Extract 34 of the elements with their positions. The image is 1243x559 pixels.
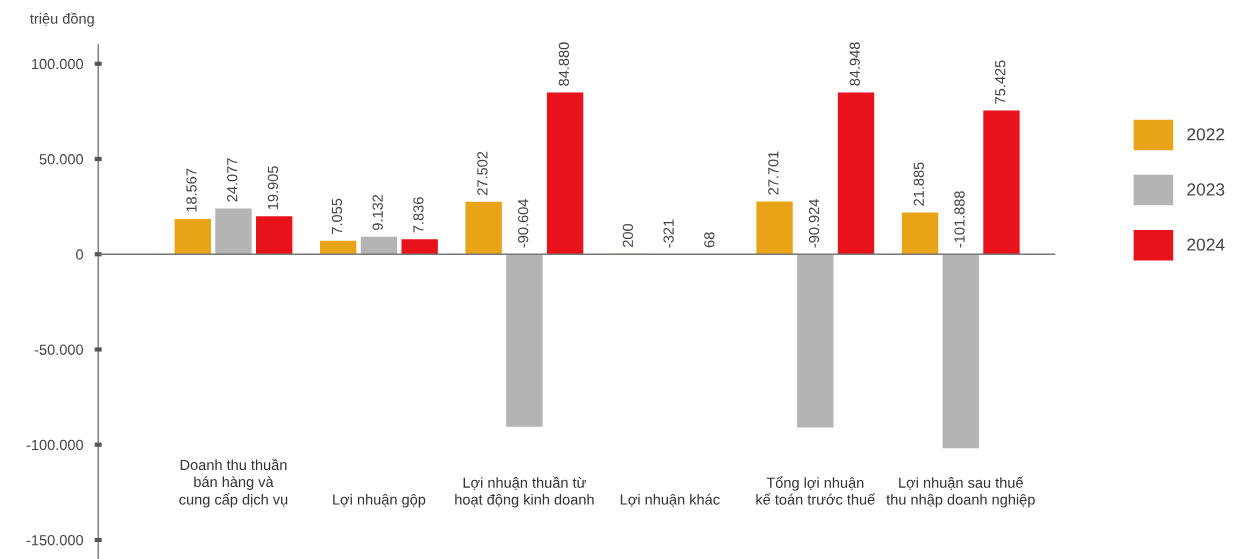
data-label: -90.924 [808, 199, 820, 248]
y-axis-title: triệu đồng [30, 12, 94, 27]
data-label: 84.880 [558, 42, 570, 86]
data-label: 21.885 [913, 162, 924, 206]
data-label: 84.948 [849, 42, 860, 86]
data-label: 68 [704, 232, 715, 248]
data-label: -321 [663, 219, 674, 248]
data-label: 200 [622, 223, 634, 247]
data-label: 24.077 [227, 158, 238, 202]
y-tick-label: -100.000 [26, 439, 84, 451]
data-label: 18.567 [186, 168, 197, 212]
data-label: 27.502 [477, 151, 488, 195]
x-tick-label: Tổng lợi nhuận kế toán trước thuế [756, 476, 876, 505]
data-label: 9.132 [372, 194, 383, 230]
y-tick-label: 50.000 [39, 154, 84, 165]
data-label: 75.425 [995, 60, 1006, 104]
data-label: 7.836 [413, 197, 424, 233]
legend-label: 2024 [1187, 238, 1225, 251]
y-tick-label: 100.000 [32, 58, 84, 70]
data-label: -90.604 [517, 199, 529, 248]
x-tick-label: Lợi nhuận thuần từ hoạt động kinh doanh [455, 476, 594, 508]
data-label: 7.055 [331, 198, 343, 234]
legend-label: 2022 [1187, 128, 1225, 141]
y-tick-label: -150.000 [26, 535, 84, 546]
x-tick-label: Doanh thu thuần bán hàng và cung cấp dịch vụ [179, 458, 288, 508]
data-label: 19.905 [267, 166, 279, 210]
x-tick-label: Lợi nhuận gộp [333, 493, 426, 508]
y-tick-label: -50.000 [34, 344, 84, 355]
legend-label: 2023 [1187, 183, 1225, 196]
data-label: -101.888 [954, 191, 965, 248]
data-label: 27.701 [768, 151, 779, 195]
x-tick-label: Lợi nhuận sau thuế thu nhập doanh nghiệp [886, 476, 1035, 508]
x-tick-label: Lợi nhuận khác [620, 493, 720, 507]
y-tick-label: 0 [76, 249, 84, 260]
